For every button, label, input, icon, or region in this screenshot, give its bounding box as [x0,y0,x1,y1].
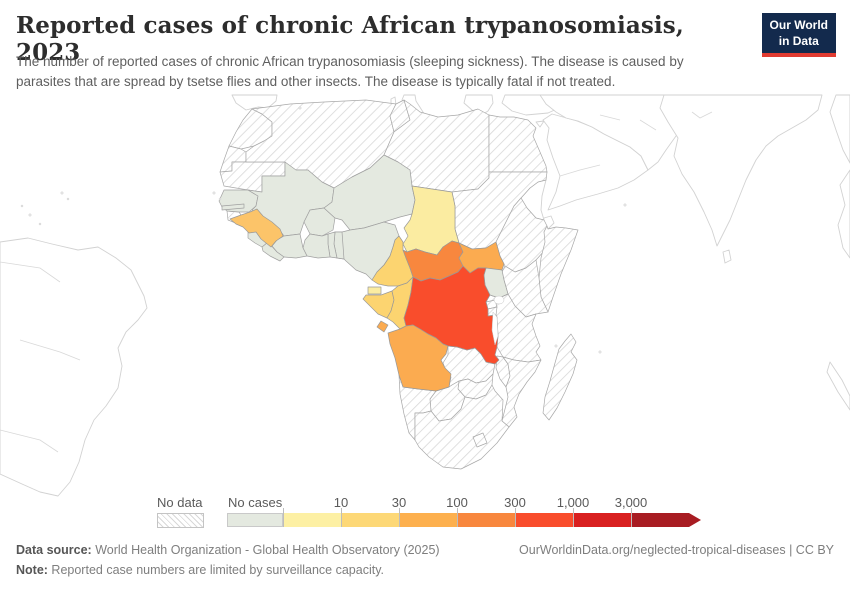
country-niger[interactable] [323,154,416,231]
legend-tick-mark [631,508,632,527]
owid-url-link[interactable]: OurWorldinData.org/neglected-tropical-di… [519,543,834,557]
legend-arrowhead [689,513,701,527]
legend-tick-label: 10 [333,495,349,510]
country-somalia[interactable] [538,225,579,313]
island-dot [623,203,627,207]
context-borders [0,111,713,453]
country-mozambique[interactable] [501,356,542,428]
island-dot [60,191,64,195]
island-dot [66,197,70,201]
legend-bin-10-30[interactable] [341,513,399,527]
country-angola[interactable] [387,324,452,392]
legend-bin-under-10[interactable] [283,513,341,527]
landmass-cyprus [535,120,545,128]
owid-logo-line2: in Data [778,33,819,48]
island-dot [598,350,602,354]
legend-tick-mark [341,508,342,527]
country-ghana[interactable] [302,233,331,259]
data-source-value: World Health Organization - Global Healt… [91,543,440,557]
island-dot [298,106,302,110]
legend-tick-label: 30 [391,495,407,510]
legend-tick-mark [515,508,516,527]
island-dot [38,222,42,226]
legend-tick-mark [573,508,574,527]
country-south-africa[interactable] [414,384,510,470]
country-lesotho[interactable] [472,432,488,448]
legend-bin-30-100[interactable] [399,513,457,527]
country-ethiopia[interactable] [495,197,553,273]
island-dot [20,204,24,208]
country-guinea[interactable] [229,208,284,248]
data-source-line: Data source: World Health Organization -… [16,543,440,557]
country-burundi[interactable] [487,306,498,317]
note-value: Reported case numbers are limited by sur… [47,563,384,577]
lake-tanganyika [491,311,499,346]
country-gambia[interactable] [221,203,245,211]
country-equatorial-guinea[interactable] [367,286,382,295]
chart-footer: Data source: World Health Organization -… [16,543,834,577]
legend-tick-label: 3,000 [614,495,648,510]
landmass-southeast-asia [829,94,850,164]
data-source-label: Data source: [16,543,92,557]
island-dot [28,213,32,217]
legend-tick-mark [457,508,458,527]
chart-subtitle: The number of reported cases of chronic … [16,54,684,89]
country-south-sudan[interactable] [458,241,505,274]
legend-tick-label: 300 [504,495,526,510]
page-title: Reported cases of chronic African trypan… [16,12,684,66]
legend-no-data-label: No data [157,495,203,510]
owid-logo[interactable]: Our World in Data [761,13,836,58]
legend-bin-100-300[interactable] [457,513,515,527]
landmass-south-america [0,237,148,497]
country-madagascar[interactable] [542,333,578,421]
island-dot [554,344,558,348]
owid-logo-line1: Our World [769,18,828,32]
legend-bin-1000-3000[interactable] [573,513,631,527]
lake-victoria [493,295,505,305]
island-dot [218,197,222,201]
landmass-sri-lanka [722,249,732,264]
legend-bin-300-1000[interactable] [515,513,573,527]
legend-tick-label: 1,000 [556,495,590,510]
legend-bin-over-3000[interactable] [631,513,689,527]
island-dot [212,191,216,195]
legend-tick-label: 100 [446,495,468,510]
note-line: Note: Reported case numbers are limited … [16,563,384,577]
country-angola-cabinda[interactable] [376,320,389,333]
legend-no-cases-label: No cases [228,495,283,510]
landmass-burma-coast [837,169,850,259]
legend-no-data-swatch[interactable] [157,513,204,528]
landmass-sumatra [826,361,850,411]
legend-tick-mark [399,508,400,527]
legend-tick-mark [283,508,284,527]
legend-bin-no-cases[interactable] [227,513,283,527]
note-label: Note: [16,563,48,577]
landmass-india [659,94,823,247]
